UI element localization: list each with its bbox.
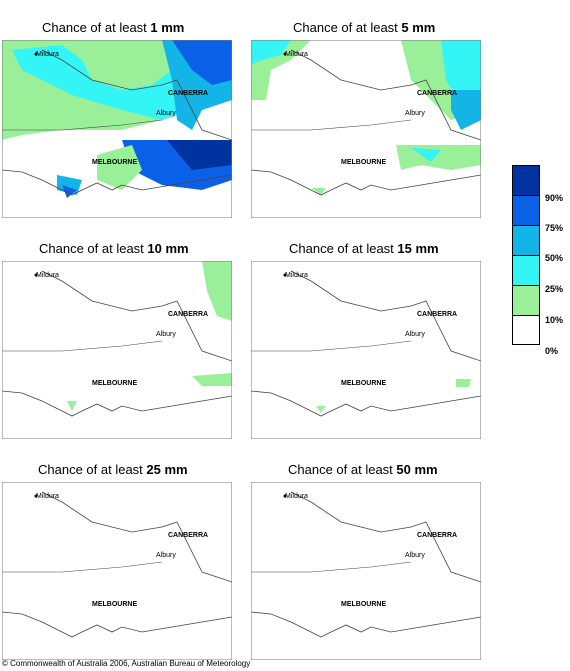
legend-label-50: 50% xyxy=(545,253,564,263)
place-label-canberra: CANBERRA xyxy=(168,90,208,97)
legend-label-90: 90% xyxy=(545,193,564,203)
place-label-melbourne: MELBOURNE xyxy=(92,380,137,387)
panel-title-50mm: Chance of at least 50 mm xyxy=(288,462,438,477)
place-label-melbourne: MELBOURNE xyxy=(341,601,386,608)
legend-label-25: 25% xyxy=(545,284,564,294)
panel-title-15mm: Chance of at least 15 mm xyxy=(289,241,439,256)
map-panel-10mm: Mildura CANBERRA Albury MELBOURNE xyxy=(2,261,232,439)
map-panel-1mm: Mildura CANBERRA Albury MELBOURNE xyxy=(2,40,232,218)
legend-label-0: 0% xyxy=(545,346,559,356)
place-label-canberra: CANBERRA xyxy=(168,311,208,318)
place-label-albury: Albury xyxy=(156,331,176,338)
place-label-canberra: CANBERRA xyxy=(168,532,208,539)
legend-swatch-25 xyxy=(512,255,540,285)
legend-label-75: 75% xyxy=(545,223,564,233)
legend-scale xyxy=(512,165,540,345)
map-panel-25mm: Mildura CANBERRA Albury MELBOURNE xyxy=(2,482,232,660)
place-label-mildura: Mildura xyxy=(285,272,308,279)
legend-swatch-50 xyxy=(512,225,540,255)
place-label-melbourne: MELBOURNE xyxy=(92,159,137,166)
legend-swatch-90 xyxy=(512,165,540,195)
map-panel-5mm: Mildura CANBERRA Albury MELBOURNE xyxy=(251,40,481,218)
place-label-mildura: Mildura xyxy=(36,272,59,279)
panel-title-5mm: Chance of at least 5 mm xyxy=(293,20,436,35)
place-label-canberra: CANBERRA xyxy=(417,90,457,97)
place-label-albury: Albury xyxy=(405,110,425,117)
place-label-albury: Albury xyxy=(156,552,176,559)
place-label-melbourne: MELBOURNE xyxy=(92,601,137,608)
map-panel-50mm: Mildura CANBERRA Albury MELBOURNE xyxy=(251,482,481,660)
place-label-albury: Albury xyxy=(405,331,425,338)
legend-label-10: 10% xyxy=(545,315,564,325)
legend-swatch-0 xyxy=(512,315,540,345)
place-label-albury: Albury xyxy=(405,552,425,559)
panel-title-25mm: Chance of at least 25 mm xyxy=(38,462,188,477)
place-label-canberra: CANBERRA xyxy=(417,311,457,318)
place-label-albury: Albury xyxy=(156,110,176,117)
place-label-mildura: Mildura xyxy=(36,493,59,500)
legend-swatch-10 xyxy=(512,285,540,315)
copyright-footer: © Commonwealth of Australia 2006, Austra… xyxy=(2,659,251,668)
panel-title-10mm: Chance of at least 10 mm xyxy=(39,241,189,256)
place-label-mildura: Mildura xyxy=(285,51,308,58)
place-label-mildura: Mildura xyxy=(285,493,308,500)
place-label-mildura: Mildura xyxy=(36,51,59,58)
place-label-melbourne: MELBOURNE xyxy=(341,159,386,166)
panel-title-1mm: Chance of at least 1 mm xyxy=(42,20,185,35)
map-panel-15mm: Mildura CANBERRA Albury MELBOURNE xyxy=(251,261,481,439)
place-label-canberra: CANBERRA xyxy=(417,532,457,539)
legend-swatch-75 xyxy=(512,195,540,225)
place-label-melbourne: MELBOURNE xyxy=(341,380,386,387)
